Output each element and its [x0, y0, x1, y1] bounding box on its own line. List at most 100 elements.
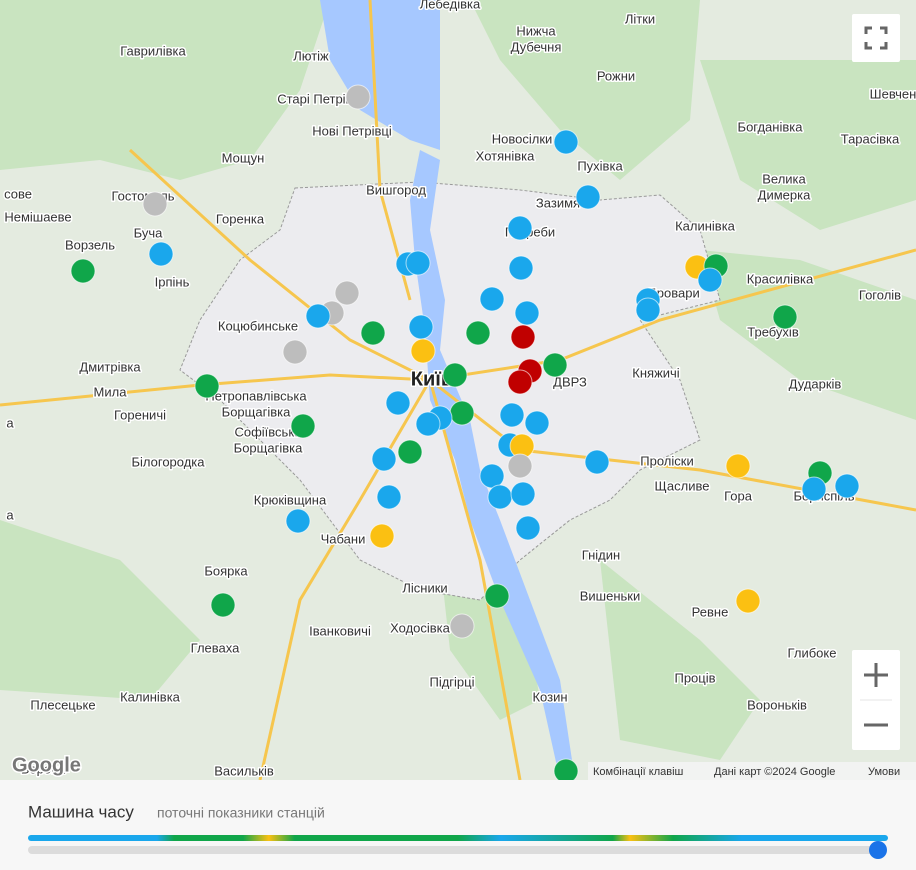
station-marker[interactable]: [484, 583, 510, 609]
station-marker[interactable]: [397, 439, 423, 465]
station-marker[interactable]: [410, 338, 436, 364]
place-label: Немішаеве: [4, 209, 71, 224]
place-label: Васильків: [214, 763, 274, 778]
place-label: Рожни: [597, 68, 635, 83]
station-marker[interactable]: [575, 184, 601, 210]
place-label: Горенка: [216, 211, 265, 226]
station-marker[interactable]: [408, 314, 434, 340]
time-machine-panel: [0, 780, 916, 870]
place-label: ДВРЗ: [553, 374, 587, 389]
station-marker[interactable]: [334, 280, 360, 306]
station-marker[interactable]: [290, 413, 316, 439]
station-marker[interactable]: [70, 258, 96, 284]
station-marker[interactable]: [507, 215, 533, 241]
place-label: Вишгород: [366, 182, 426, 197]
place-label: сове: [4, 186, 32, 201]
place-label: Гнідин: [582, 547, 620, 562]
fullscreen-button[interactable]: [852, 14, 900, 62]
station-marker[interactable]: [385, 390, 411, 416]
place-label: Мила: [94, 384, 128, 399]
panel-title: Машина часу: [28, 802, 134, 821]
place-label: Шевчен: [870, 86, 916, 101]
place-label: Ревне: [692, 604, 729, 619]
station-marker[interactable]: [442, 362, 468, 388]
station-marker[interactable]: [772, 304, 798, 330]
station-marker[interactable]: [376, 484, 402, 510]
place-label: Гора: [724, 488, 753, 503]
station-marker[interactable]: [479, 286, 505, 312]
map-data: Дані карт ©2024 Google: [714, 766, 835, 778]
place-label: Крюківщина: [254, 492, 327, 507]
station-marker[interactable]: [369, 523, 395, 549]
place-label: Хотянівка: [476, 148, 535, 163]
shortcuts-link[interactable]: Комбінації клавіш: [593, 766, 684, 778]
place-label: Красилівка: [747, 271, 814, 286]
station-marker[interactable]: [487, 484, 513, 510]
google-logo: Google: [12, 754, 81, 776]
station-marker[interactable]: [553, 129, 579, 155]
place-label: Софіївська: [234, 424, 302, 439]
place-label: Ворзель: [65, 237, 115, 252]
place-label: Іванковичі: [309, 623, 371, 638]
place-label: Борова: [21, 761, 66, 776]
station-marker[interactable]: [508, 255, 534, 281]
slider-track[interactable]: [28, 846, 884, 854]
station-marker[interactable]: [449, 400, 475, 426]
station-marker[interactable]: [415, 411, 441, 437]
station-marker[interactable]: [194, 373, 220, 399]
station-marker[interactable]: [449, 613, 475, 639]
station-marker[interactable]: [210, 592, 236, 618]
station-marker[interactable]: [371, 446, 397, 472]
place-label: Проців: [674, 670, 715, 685]
station-marker[interactable]: [507, 369, 533, 395]
station-marker[interactable]: [553, 758, 579, 784]
station-marker[interactable]: [360, 320, 386, 346]
station-marker[interactable]: [305, 303, 331, 329]
station-marker[interactable]: [524, 410, 550, 436]
station-marker[interactable]: [801, 476, 827, 502]
station-marker[interactable]: [584, 449, 610, 475]
place-label: Калинівка: [120, 689, 181, 704]
place-label: Козин: [532, 689, 567, 704]
station-marker[interactable]: [514, 300, 540, 326]
station-marker[interactable]: [148, 241, 174, 267]
station-marker[interactable]: [499, 402, 525, 428]
station-marker[interactable]: [834, 473, 860, 499]
station-marker[interactable]: [405, 250, 431, 276]
station-marker[interactable]: [542, 352, 568, 378]
place-label: Глеваха: [191, 640, 240, 655]
place-label: Пухівка: [577, 158, 623, 173]
place-label: Гаврилівка: [120, 43, 186, 58]
station-marker[interactable]: [282, 339, 308, 365]
place-label: Борщагівка: [234, 440, 303, 455]
place-label: Чабани: [321, 531, 366, 546]
place-label: Борщагівка: [222, 404, 291, 419]
station-marker[interactable]: [479, 463, 505, 489]
map[interactable]: [0, 0, 916, 781]
station-marker[interactable]: [725, 453, 751, 479]
station-marker[interactable]: [510, 324, 536, 350]
place-label: Лісники: [402, 580, 447, 595]
terms-link[interactable]: Умови: [868, 766, 900, 778]
station-marker[interactable]: [465, 320, 491, 346]
station-marker[interactable]: [510, 481, 536, 507]
place-label: Бровари: [648, 285, 699, 300]
station-marker[interactable]: [515, 515, 541, 541]
place-label: Боярка: [204, 563, 248, 578]
place-label: Калинівка: [675, 218, 736, 233]
station-marker[interactable]: [735, 588, 761, 614]
slider-knob[interactable]: [869, 841, 887, 859]
station-marker[interactable]: [142, 191, 168, 217]
station-marker[interactable]: [697, 267, 723, 293]
place-label: Петропавлівська: [205, 388, 307, 403]
station-marker[interactable]: [507, 453, 533, 479]
place-label: Вишеньки: [580, 588, 641, 603]
forest: [0, 0, 916, 760]
station-marker[interactable]: [635, 297, 661, 323]
station-marker[interactable]: [345, 84, 371, 110]
place-label: Лебедівка: [420, 0, 481, 11]
station-marker[interactable]: [285, 508, 311, 534]
place-label: Княжичі: [632, 365, 680, 380]
zoom-in[interactable]: [864, 663, 888, 687]
place-label: Лютіж: [293, 48, 329, 63]
